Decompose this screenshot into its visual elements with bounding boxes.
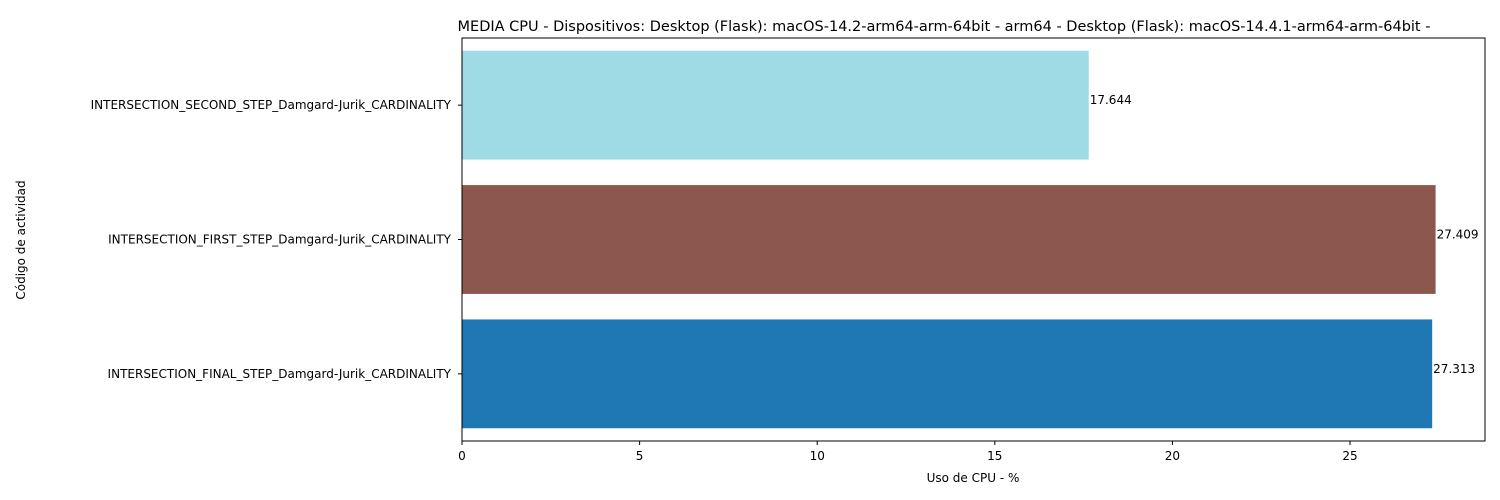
bar-3 — [462, 319, 1433, 429]
y-axis-label: Código de actividad — [14, 180, 28, 299]
bar-value-label: 27.313 — [1433, 362, 1475, 376]
x-tick-label: 10 — [810, 449, 825, 463]
x-tick-label: 15 — [987, 449, 1002, 463]
x-axis-ticks: 0 5 10 15 20 25 — [458, 441, 1358, 463]
y-tick-label: INTERSECTION_FIRST_STEP_Damgard-Jurik_CA… — [108, 233, 452, 247]
x-tick-label: 5 — [636, 449, 644, 463]
y-tick-label: INTERSECTION_SECOND_STEP_Damgard-Jurik_C… — [91, 98, 452, 112]
bar-value-label: 17.644 — [1090, 93, 1132, 107]
x-tick-label: 25 — [1342, 449, 1357, 463]
x-axis-label: Uso de CPU - % — [927, 471, 1020, 485]
bar-2 — [462, 185, 1436, 294]
bars-layer: 17.644 27.409 27.313 — [462, 50, 1479, 429]
bar-1 — [462, 50, 1089, 160]
y-axis-ticks: INTERSECTION_SECOND_STEP_Damgard-Jurik_C… — [91, 98, 462, 381]
bar-value-label: 27.409 — [1437, 228, 1479, 242]
y-tick-label: INTERSECTION_FINAL_STEP_Damgard-Jurik_CA… — [108, 367, 452, 381]
x-tick-label: 0 — [458, 449, 466, 463]
x-tick-label: 20 — [1165, 449, 1180, 463]
chart-title: MEDIA CPU - Dispositivos: Desktop (Flask… — [458, 19, 1431, 35]
